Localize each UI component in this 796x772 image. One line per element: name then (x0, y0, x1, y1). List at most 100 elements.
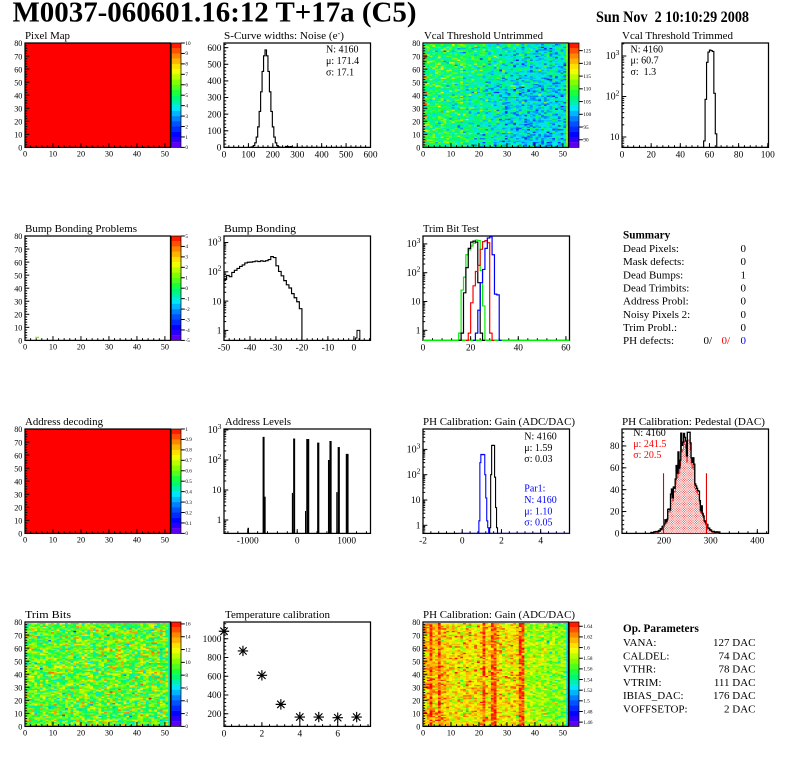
svg-text:10: 10 (412, 710, 420, 719)
svg-text:0: 0 (741, 243, 747, 255)
svg-text:0: 0 (741, 335, 747, 347)
svg-text:20: 20 (14, 504, 22, 513)
svg-text:30: 30 (14, 683, 22, 692)
svg-text:4: 4 (185, 103, 188, 109)
svg-text:0: 0 (741, 309, 747, 321)
svg-text:0: 0 (416, 723, 420, 732)
svg-text:20: 20 (466, 344, 476, 354)
svg-text:-10: -10 (322, 344, 335, 354)
svg-text:40: 40 (514, 344, 524, 354)
svg-text:N: 4160: N: 4160 (631, 44, 664, 55)
svg-text:40: 40 (531, 729, 539, 738)
svg-text:Trim Bit Test: Trim Bit Test (423, 223, 479, 235)
svg-text:PH Calibration: Gain (ADC/DAC): PH Calibration: Gain (ADC/DAC) (423, 609, 575, 621)
svg-text:0: 0 (185, 724, 188, 730)
svg-text:20: 20 (610, 508, 620, 518)
svg-text:Par1:: Par1: (524, 483, 545, 494)
svg-text:0.4: 0.4 (185, 489, 192, 495)
svg-text:CALDEL:: CALDEL: (623, 650, 669, 662)
svg-text:Address Levels: Address Levels (225, 416, 291, 428)
svg-text:70: 70 (14, 52, 22, 61)
svg-text:50: 50 (161, 729, 169, 738)
svg-text:Noisy Pixels 2:: Noisy Pixels 2: (623, 309, 690, 321)
svg-text:10: 10 (49, 343, 57, 352)
svg-text:110: 110 (583, 87, 591, 93)
svg-text:600: 600 (207, 44, 221, 54)
svg-text:0.7: 0.7 (185, 458, 192, 464)
svg-text:0: 0 (222, 151, 227, 161)
svg-text:60: 60 (14, 644, 22, 653)
svg-text:N: 4160: N: 4160 (524, 495, 557, 506)
svg-text:0: 0 (741, 322, 747, 334)
svg-text:1: 1 (185, 427, 188, 433)
svg-text:0: 0 (18, 530, 22, 539)
svg-text:102: 102 (208, 452, 222, 466)
svg-text:60: 60 (610, 464, 620, 474)
svg-text:10: 10 (185, 41, 191, 47)
svg-text:0: 0 (185, 286, 188, 292)
svg-text:N: 4160: N: 4160 (326, 45, 359, 56)
svg-text:103: 103 (407, 441, 421, 455)
svg-text:Trim Bits: Trim Bits (25, 609, 71, 621)
svg-text:σ: 0.03: σ: 0.03 (524, 454, 552, 465)
svg-text:3: 3 (185, 255, 188, 261)
svg-text:1: 1 (741, 269, 747, 281)
svg-text:8: 8 (185, 673, 188, 679)
svg-text:30: 30 (412, 104, 420, 113)
svg-text:20: 20 (77, 536, 85, 545)
svg-text:50: 50 (161, 343, 169, 352)
svg-text:1.54: 1.54 (583, 677, 592, 683)
svg-text:0: 0 (615, 530, 620, 540)
svg-text:-50: -50 (218, 344, 231, 354)
svg-text:0: 0 (23, 536, 27, 545)
svg-text:20: 20 (14, 311, 22, 320)
svg-text:-40: -40 (244, 344, 257, 354)
svg-text:VANA:: VANA: (623, 637, 656, 649)
svg-text:50: 50 (14, 271, 22, 280)
svg-text:0: 0 (416, 144, 420, 153)
svg-text:2: 2 (185, 124, 188, 130)
svg-text:0.9: 0.9 (185, 437, 192, 443)
svg-text:0: 0 (421, 150, 425, 159)
svg-text:400: 400 (207, 77, 221, 87)
svg-text:0: 0 (185, 531, 188, 537)
svg-text:2 DAC: 2 DAC (724, 704, 755, 716)
svg-text:20: 20 (14, 697, 22, 706)
svg-text:111 DAC: 111 DAC (714, 677, 756, 689)
svg-text:600: 600 (363, 151, 377, 161)
svg-text:PH defects:: PH defects: (623, 335, 674, 347)
svg-text:102: 102 (606, 88, 620, 102)
svg-text:30: 30 (14, 104, 22, 113)
svg-text:400: 400 (315, 151, 329, 161)
svg-text:Bump Bonding: Bump Bonding (224, 223, 297, 235)
svg-text:5: 5 (185, 93, 188, 99)
svg-text:-20: -20 (296, 344, 309, 354)
svg-text:12: 12 (185, 647, 191, 653)
svg-text:1.6: 1.6 (583, 645, 590, 651)
svg-text:0: 0 (18, 144, 22, 153)
svg-text:40: 40 (412, 91, 420, 100)
svg-text:30: 30 (503, 150, 511, 159)
svg-text:60: 60 (14, 258, 22, 267)
svg-text:600: 600 (207, 672, 221, 682)
svg-text:0/: 0/ (703, 335, 713, 347)
svg-text:10: 10 (447, 729, 455, 738)
svg-text:0/: 0/ (721, 335, 731, 347)
svg-text:0.5: 0.5 (185, 479, 192, 485)
svg-text:10: 10 (49, 729, 57, 738)
svg-text:Op. Parameters: Op. Parameters (623, 623, 699, 635)
svg-text:95: 95 (583, 125, 589, 131)
svg-text:80: 80 (412, 618, 420, 627)
svg-text:14: 14 (185, 635, 191, 641)
svg-text:4: 4 (297, 730, 302, 740)
svg-text:1.46: 1.46 (583, 720, 592, 726)
svg-text:Dead Pixels:: Dead Pixels: (623, 243, 679, 255)
svg-text:0: 0 (18, 337, 22, 346)
svg-text:10: 10 (411, 298, 421, 308)
svg-text:10: 10 (14, 710, 22, 719)
svg-text:Temperature calibration: Temperature calibration (225, 609, 330, 621)
svg-text:50: 50 (14, 78, 22, 87)
svg-text:0: 0 (620, 151, 625, 161)
svg-text:0.2: 0.2 (185, 510, 192, 516)
svg-text:6: 6 (185, 686, 188, 692)
